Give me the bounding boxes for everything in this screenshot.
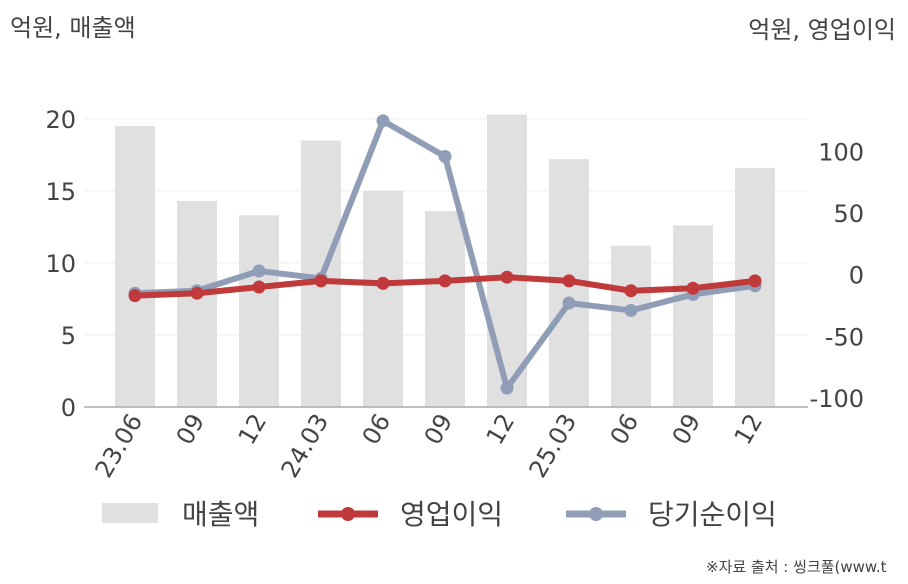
legend-marker-net-income <box>589 507 603 521</box>
net-income-point <box>376 114 390 128</box>
x-tick-label: 12 <box>233 409 273 449</box>
right-tick-label: 0 <box>849 262 864 290</box>
x-tick-label: 06 <box>605 409 645 449</box>
right-tick-label: -100 <box>810 385 864 413</box>
net-income-point <box>252 264 266 278</box>
legend-label-revenue: 매출액 <box>182 498 259 531</box>
left-tick-label: 10 <box>45 250 76 278</box>
right-tick-label: 50 <box>833 200 864 228</box>
revenue-bar <box>487 114 527 407</box>
revenue-bar <box>611 245 651 407</box>
operating-profit-point <box>624 284 638 298</box>
operating-profit-point <box>686 281 700 295</box>
left-tick-label: 15 <box>45 178 76 206</box>
operating-profit-point <box>190 286 204 300</box>
x-tick-label: 12 <box>729 409 769 449</box>
revenue-bar <box>239 215 279 407</box>
revenue-bar <box>425 211 465 407</box>
right-tick-label: 100 <box>818 139 864 167</box>
net-income-point <box>438 150 452 164</box>
left-unit-label: 억원, 매출액 <box>10 14 136 42</box>
net-income-point <box>500 381 514 395</box>
net-income-point <box>624 303 638 317</box>
profit-lines <box>128 114 762 395</box>
x-tick-label: 06 <box>357 409 397 449</box>
revenue-bar <box>177 200 217 407</box>
operating-profit-point <box>252 280 266 294</box>
revenue-bar <box>363 190 403 407</box>
net-income-point <box>562 296 576 310</box>
operating-profit-point <box>500 270 514 284</box>
operating-profit-point <box>562 274 576 288</box>
revenue-bar <box>673 225 713 407</box>
operating-profit-point <box>748 274 762 288</box>
left-tick-label: 0 <box>61 394 76 422</box>
source-note: ※자료 출처 : 씽크풀(www.t <box>706 558 887 576</box>
legend-label-net-income: 당기순이익 <box>648 498 777 531</box>
operating-profit-point <box>128 289 142 303</box>
revenue-bar <box>115 126 155 407</box>
legend-swatch-revenue <box>102 503 158 523</box>
right-unit-label: 억원, 영업이익 <box>748 16 896 44</box>
x-tick-label: 09 <box>667 409 707 449</box>
x-tick-label: 23.06 <box>90 409 149 483</box>
operating-profit-point <box>438 274 452 288</box>
operating-profit-point <box>376 276 390 290</box>
x-tick-label: 12 <box>481 409 521 449</box>
x-tick-label: 09 <box>419 409 459 449</box>
x-tick-label: 09 <box>171 409 211 449</box>
revenue-bars <box>115 114 775 407</box>
legend-marker-operating-profit <box>341 507 355 521</box>
left-tick-label: 20 <box>45 106 76 134</box>
legend-label-operating-profit: 영업이익 <box>400 498 503 531</box>
left-tick-label: 5 <box>61 322 76 350</box>
x-tick-label: 24.03 <box>276 409 335 483</box>
x-tick-label: 25.03 <box>524 409 583 483</box>
legend: 매출액 영업이익 당기순이익 <box>102 498 777 531</box>
right-tick-label: -50 <box>825 323 864 351</box>
operating-profit-point <box>314 274 328 288</box>
